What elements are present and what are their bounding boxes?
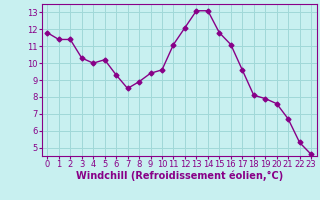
X-axis label: Windchill (Refroidissement éolien,°C): Windchill (Refroidissement éolien,°C) bbox=[76, 171, 283, 181]
